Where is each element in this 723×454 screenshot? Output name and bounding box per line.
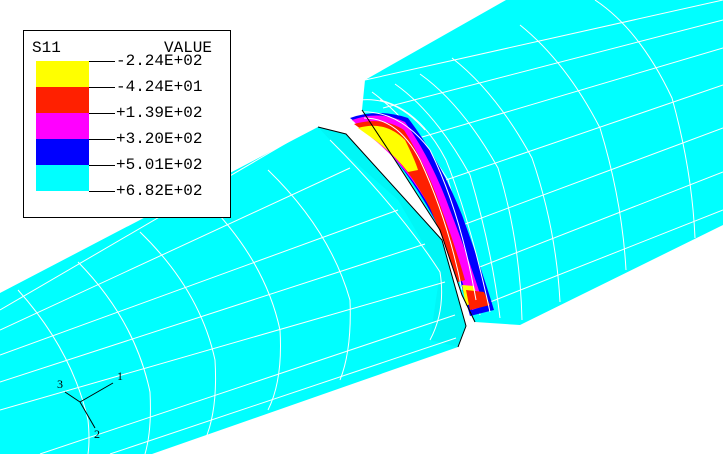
- legend-value-5: +5.01E+02: [116, 156, 203, 174]
- legend-tick-2: [89, 87, 115, 88]
- axis-label-3: 3: [57, 377, 63, 391]
- legend-swatch-4: [36, 139, 89, 165]
- legend-tick-6: [89, 191, 115, 192]
- legend-swatch-2: [36, 87, 89, 113]
- legend-value-4: +3.20E+02: [116, 130, 203, 148]
- legend-tick-3: [89, 113, 115, 114]
- legend-swatch-3: [36, 113, 89, 139]
- legend-value-header: VALUE: [163, 39, 212, 57]
- stress-contour: [350, 99, 494, 323]
- legend-value-1: -2.24E+02: [116, 52, 203, 70]
- legend-variable: S11: [32, 39, 61, 57]
- contour-legend: S11 VALUE -2.24E+02 -4.24E+01 +1.39E+02 …: [23, 30, 231, 218]
- legend-swatch-5: [36, 165, 89, 191]
- legend-value-3: +1.39E+02: [116, 104, 203, 122]
- legend-tick-1: [89, 61, 115, 62]
- axis-label-1: 1: [117, 369, 123, 383]
- axis-triad: [64, 382, 114, 429]
- legend-swatch-1: [36, 61, 89, 87]
- axis-label-2: 2: [94, 427, 100, 441]
- legend-value-2: -4.24E+01: [116, 78, 203, 96]
- legend-value-6: +6.82E+02: [116, 182, 203, 200]
- legend-tick-5: [89, 165, 115, 166]
- left-shaft: [0, 126, 467, 454]
- legend-tick-4: [89, 139, 115, 140]
